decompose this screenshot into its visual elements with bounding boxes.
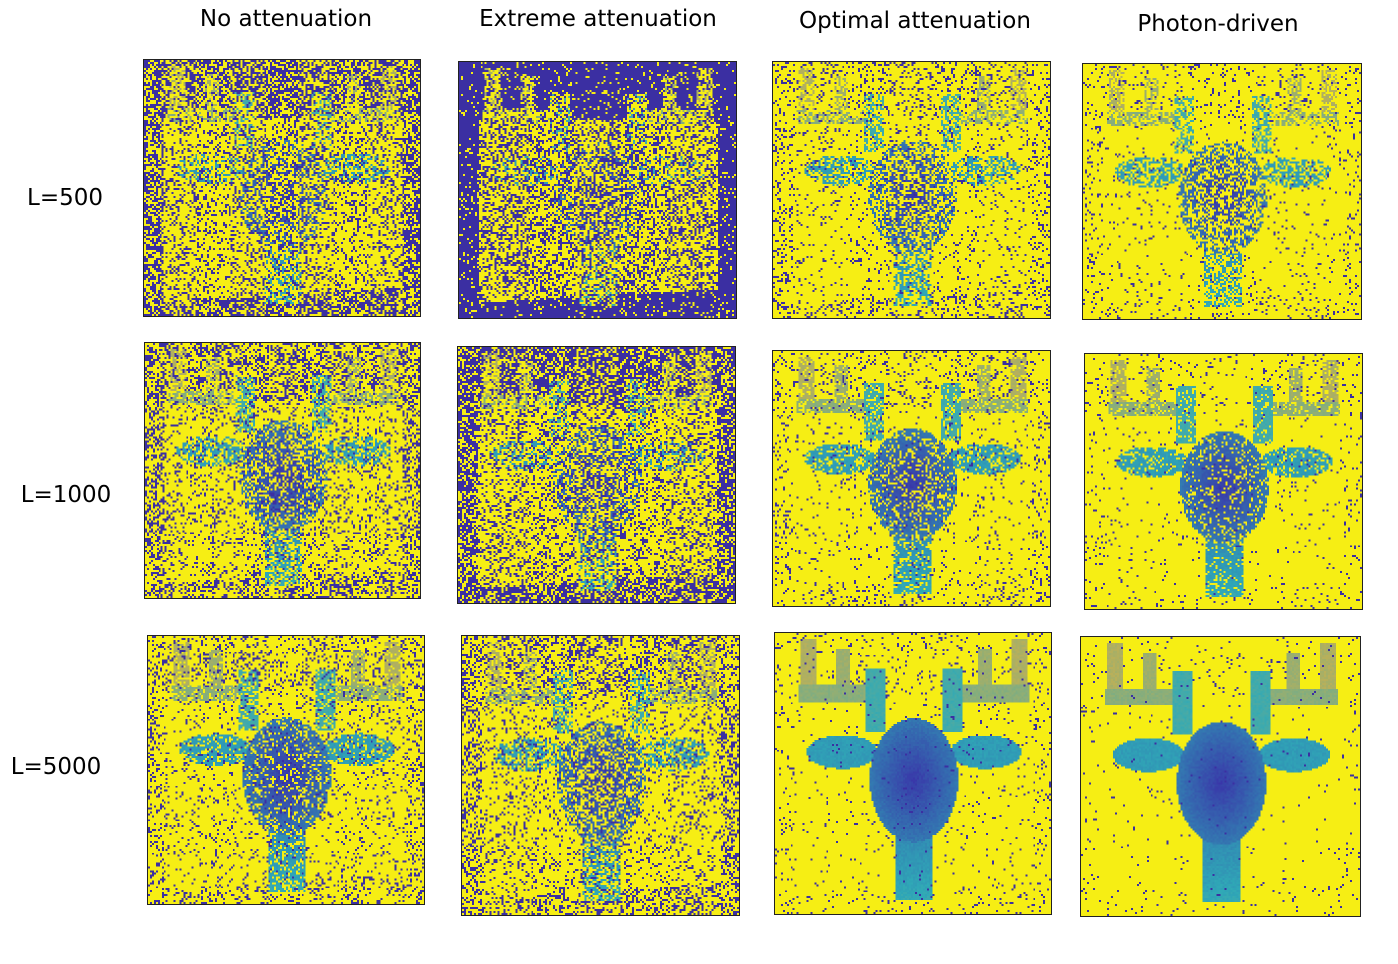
- row-label-l500: L=500: [27, 185, 103, 211]
- column-title-extreme-attenuation: Extreme attenuation: [479, 6, 717, 32]
- depth-image-optimal-attenuation-l5000: [774, 632, 1052, 915]
- depth-image-no-attenuation-l5000: [147, 635, 425, 905]
- depth-image-optimal-attenuation-l500: [772, 61, 1051, 319]
- depth-image-extreme-attenuation-l1000: [457, 346, 736, 604]
- column-title-no-attenuation: No attenuation: [199, 6, 373, 32]
- depth-image-extreme-attenuation-l500: [458, 61, 737, 319]
- column-title-photon-driven: Photon-driven: [1137, 11, 1299, 37]
- depth-image-extreme-attenuation-l5000: [461, 635, 740, 916]
- column-title-optimal-attenuation: Optimal attenuation: [799, 8, 1031, 34]
- row-label-l5000: L=5000: [10, 754, 102, 780]
- depth-image-no-attenuation-l1000: [144, 342, 421, 599]
- depth-image-no-attenuation-l500: [143, 59, 421, 317]
- depth-image-photon-driven-l1000: [1084, 353, 1363, 610]
- depth-image-optimal-attenuation-l1000: [772, 350, 1051, 607]
- row-label-l1000: L=1000: [20, 482, 112, 508]
- depth-image-photon-driven-l500: [1082, 63, 1362, 320]
- depth-image-photon-driven-l5000: [1080, 636, 1361, 917]
